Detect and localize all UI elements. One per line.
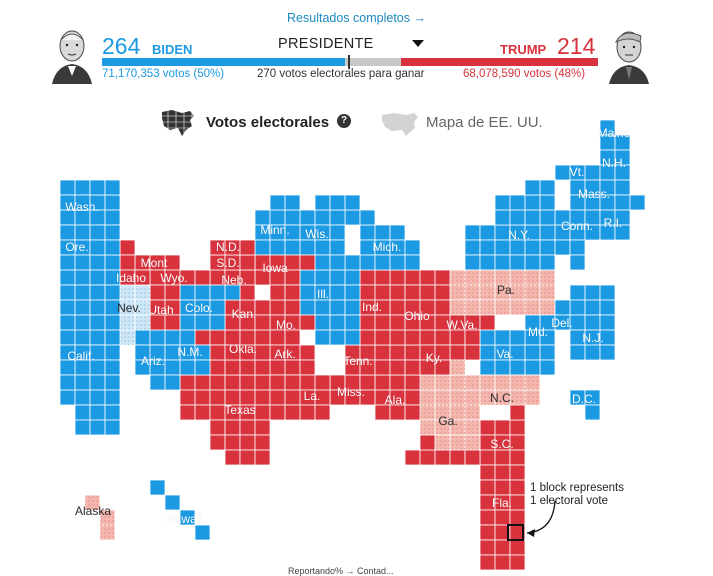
state-ariz[interactable] <box>134 329 181 391</box>
state-nev[interactable] <box>119 284 151 346</box>
state-del[interactable] <box>554 314 571 331</box>
state-nc[interactable] <box>464 374 541 406</box>
biden-name: BIDEN <box>152 42 193 57</box>
annotation-line-2: 1 electoral vote <box>530 495 608 507</box>
trump-portrait <box>607 24 651 84</box>
full-results-link[interactable]: Resultados completos → <box>287 11 426 25</box>
state-mich[interactable] <box>344 209 421 271</box>
state-calif[interactable] <box>59 269 121 436</box>
trump-progress-bar <box>401 58 598 66</box>
us-map-toggle[interactable]: Mapa de EE. UU. <box>380 108 560 138</box>
trump-name: TRUMP <box>500 42 547 57</box>
biden-electoral-votes: 264 <box>102 33 141 59</box>
state-mont[interactable] <box>134 254 181 271</box>
state-la[interactable] <box>299 374 331 421</box>
state-minn[interactable] <box>254 194 301 256</box>
trump-popular-votes: 68,078,590 votos (48%) <box>463 68 586 80</box>
state-conn[interactable] <box>554 209 601 241</box>
threshold-marker <box>348 55 350 69</box>
state-hawaii[interactable] <box>149 479 211 541</box>
state-utah[interactable] <box>149 284 181 331</box>
state-maine[interactable] <box>599 119 631 151</box>
state-nj[interactable] <box>554 284 616 361</box>
us-map-label: Mapa de EE. UU. <box>426 114 543 131</box>
state-wash[interactable] <box>59 179 121 226</box>
state-iowa[interactable] <box>254 254 316 286</box>
state-colo[interactable] <box>179 284 241 331</box>
race-select-value: PRESIDENTE <box>278 36 374 52</box>
state-nm[interactable] <box>179 329 211 376</box>
us-map-icon <box>382 113 418 136</box>
state-ore[interactable] <box>59 224 121 271</box>
uncalled-progress-bar <box>345 58 401 66</box>
state-wva[interactable] <box>449 314 496 361</box>
state-sc[interactable] <box>479 404 526 466</box>
state-ny[interactable] <box>464 179 586 271</box>
biden-portrait <box>50 24 94 84</box>
state-ala[interactable] <box>374 374 481 466</box>
biden-progress-bar <box>102 58 345 66</box>
state-texas[interactable] <box>179 359 301 466</box>
electoral-votes-label: Votos electorales <box>206 114 330 131</box>
state-pa[interactable] <box>449 269 556 316</box>
electoral-votes-toggle[interactable]: Votos electorales ? <box>160 108 360 138</box>
state-wyo[interactable] <box>149 269 211 286</box>
state-nd[interactable] <box>209 239 256 256</box>
threshold-text: 270 votos electorales para ganar <box>257 68 425 80</box>
race-select[interactable]: PRESIDENTE <box>278 34 428 56</box>
state-sd[interactable] <box>209 254 256 271</box>
chevron-down-icon <box>412 40 424 47</box>
electoral-blocks-icon <box>160 108 200 136</box>
annotation-arrow <box>507 500 556 541</box>
state-dc[interactable] <box>569 389 601 421</box>
block-legend-annotation: 1 block represents 1 electoral vote <box>530 482 624 508</box>
trump-electoral-votes: 214 <box>557 33 596 59</box>
biden-popular-votes: 71,170,353 votos (50%) <box>102 68 225 80</box>
state-mass[interactable] <box>569 179 646 211</box>
state-alaska[interactable] <box>84 494 116 541</box>
annotation-line-1: 1 block represents <box>530 482 624 494</box>
state-nh[interactable] <box>599 149 631 181</box>
state-ri[interactable] <box>599 209 631 241</box>
state-vt[interactable] <box>554 164 601 181</box>
reporting-footer: Reportando% → Contad... <box>288 566 394 576</box>
help-icon[interactable]: ? <box>337 114 351 128</box>
state-fla[interactable] <box>479 464 526 571</box>
